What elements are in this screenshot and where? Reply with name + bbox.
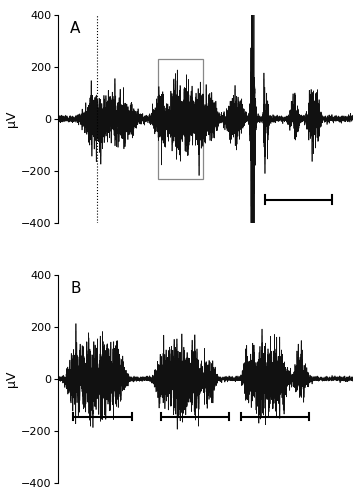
Y-axis label: μV: μV [5,111,18,127]
Text: A: A [70,21,80,36]
Bar [158,59,203,179]
Text: B: B [70,281,80,296]
Y-axis label: μV: μV [5,371,18,387]
